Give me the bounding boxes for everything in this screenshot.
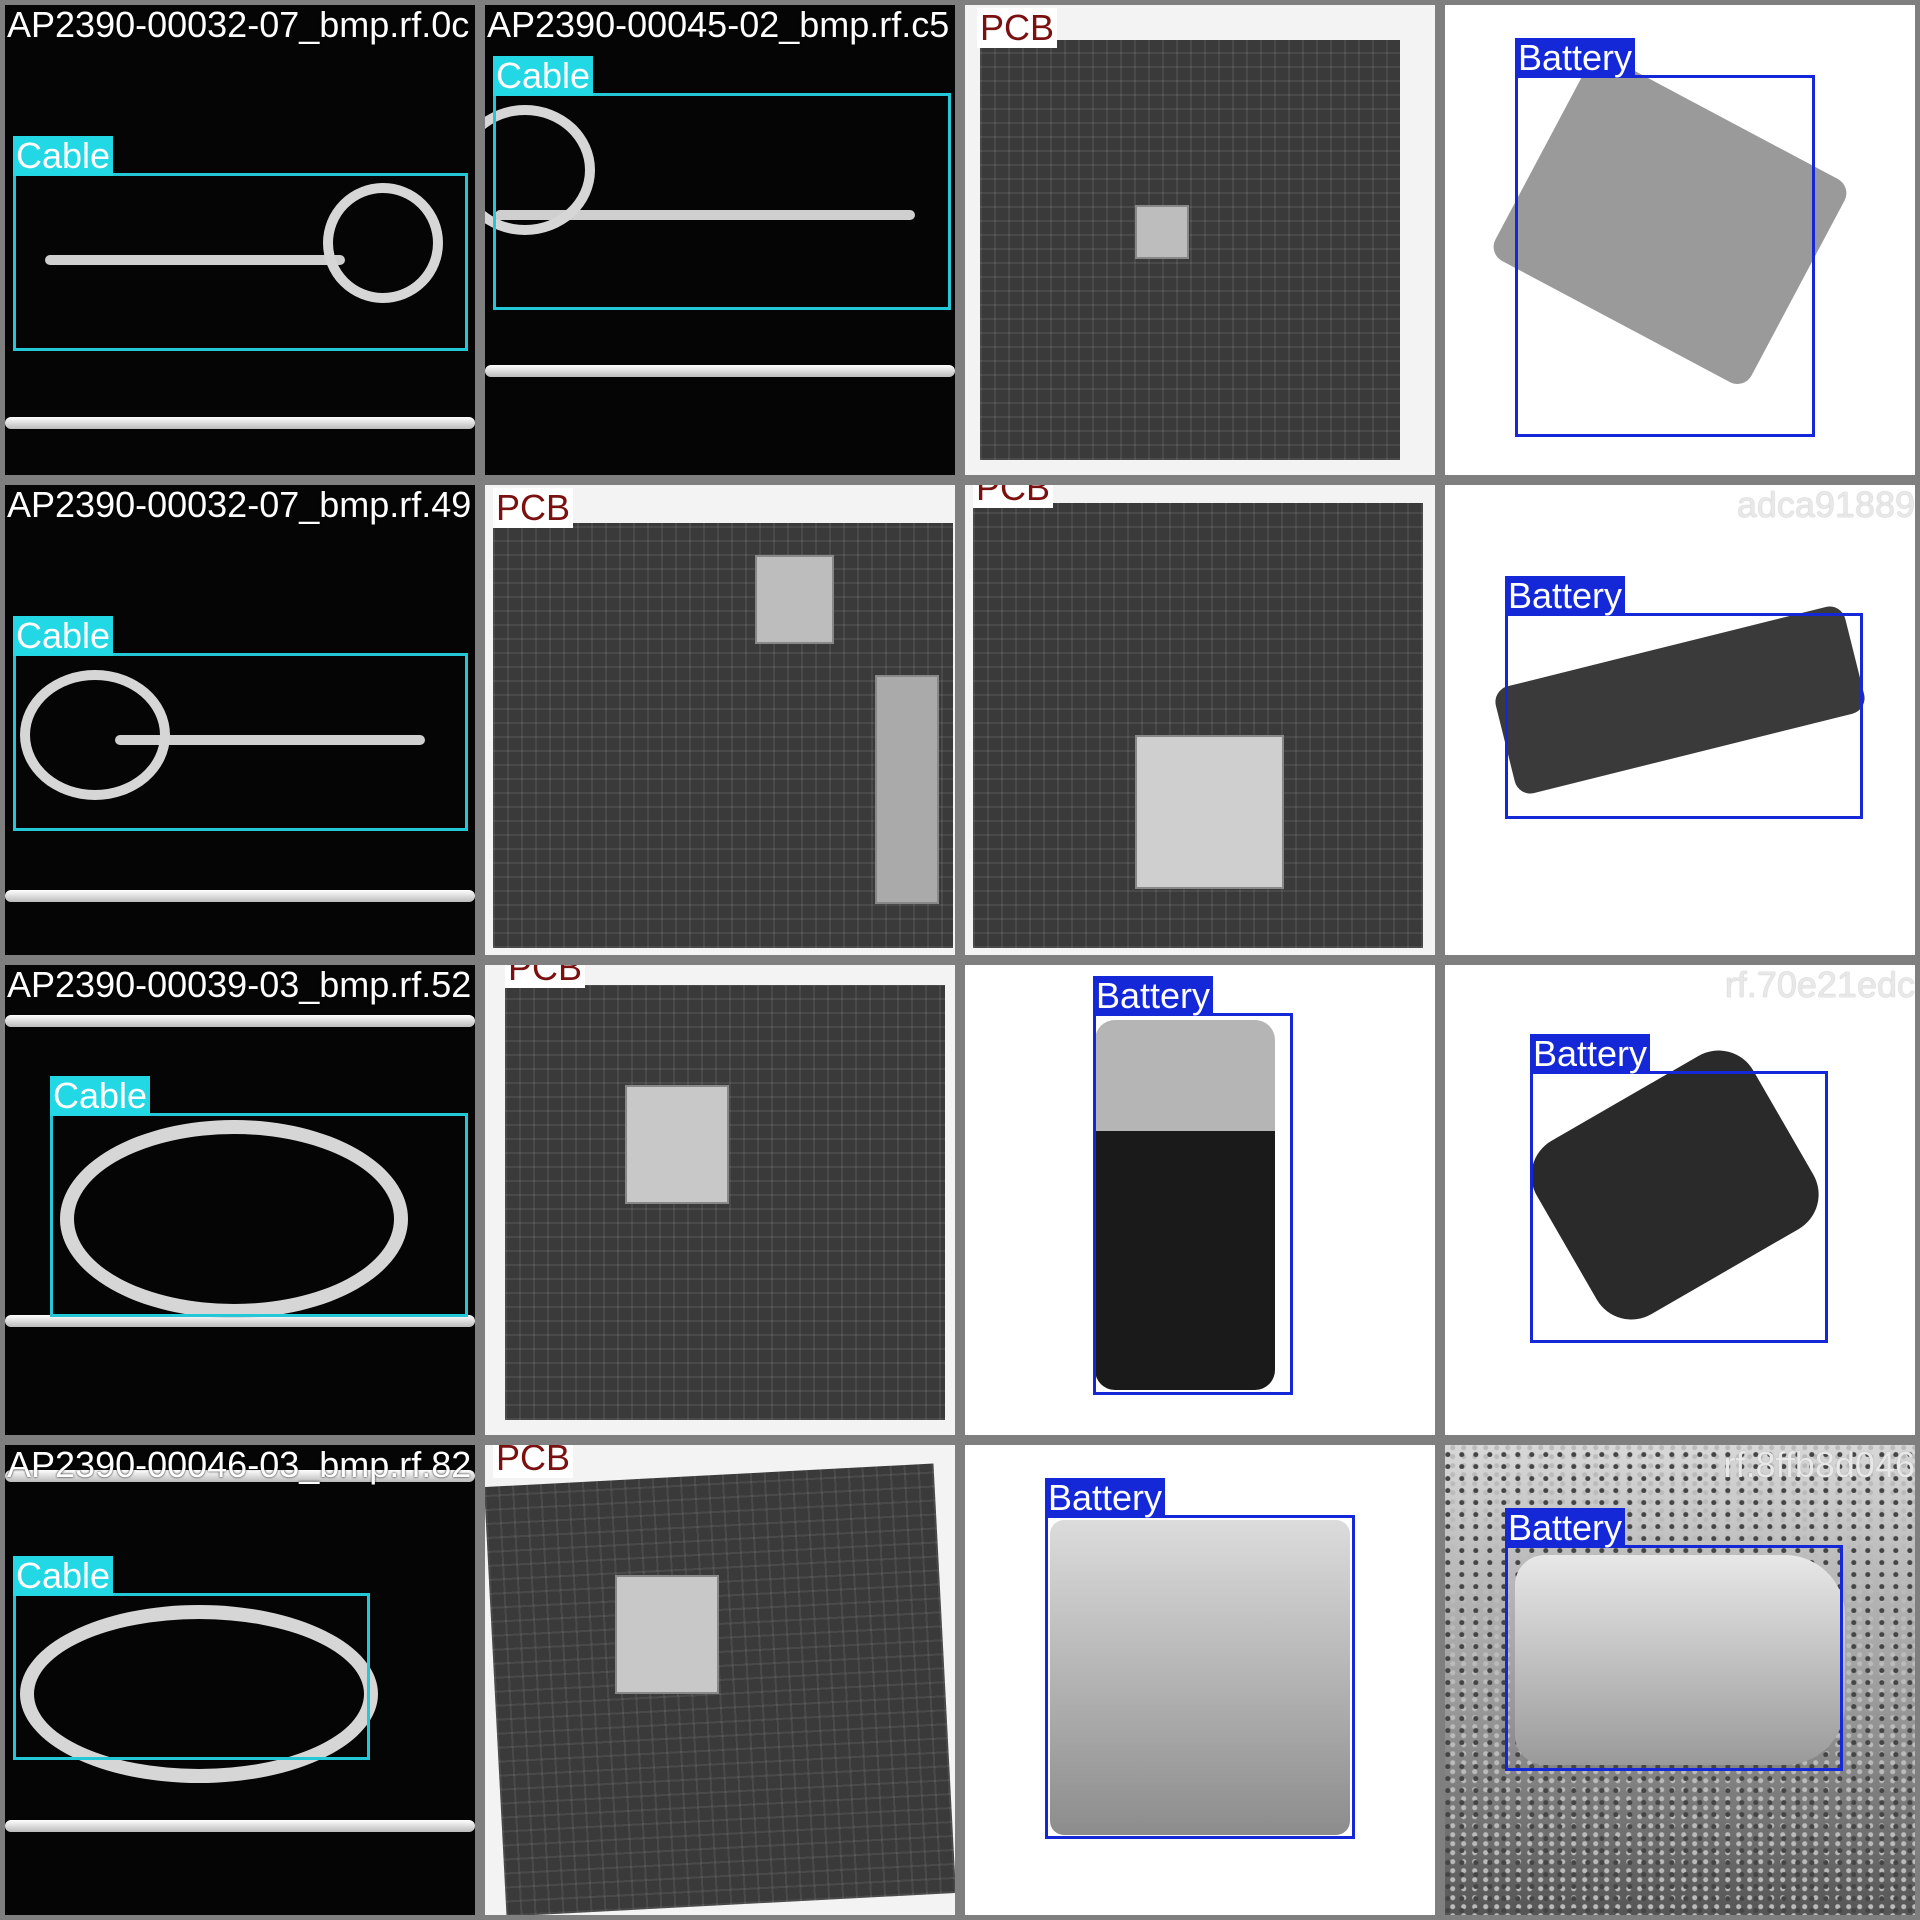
bbox-label: PCB xyxy=(505,965,586,988)
bbox-label: PCB xyxy=(493,488,574,528)
bbox-cable: Cable xyxy=(493,56,951,310)
cable-wire xyxy=(45,255,345,265)
pcb-board xyxy=(973,503,1423,948)
image-tile: Cable AP2390-00032-07_bmp.rf.0c xyxy=(0,0,480,480)
rail xyxy=(5,1015,475,1027)
bbox-label: Cable xyxy=(13,136,114,176)
bbox-cable: Cable xyxy=(13,616,468,831)
bbox-battery: Battery xyxy=(1045,1478,1355,1839)
image-tile: Battery xyxy=(960,960,1440,1440)
cable-coil xyxy=(323,183,443,303)
bbox-cable: Cable xyxy=(13,1556,370,1760)
bbox-battery: Battery xyxy=(1515,38,1815,437)
bbox-battery: Battery xyxy=(1505,1508,1843,1771)
bbox-label: Battery xyxy=(1505,576,1626,616)
bbox-cable: Cable xyxy=(13,136,468,351)
image-filename: AP2390-00046-03_bmp.rf.82 xyxy=(7,1444,472,1485)
image-tile: Battery xyxy=(960,1440,1440,1920)
image-tile: PCB xyxy=(960,0,1440,480)
bbox-battery: Battery xyxy=(1093,976,1293,1395)
image-tile: Battery adca91889 xyxy=(1440,480,1920,960)
bbox-label: PCB xyxy=(493,1445,574,1478)
image-tile: Battery rf.8ffb8d046 xyxy=(1440,1440,1920,1920)
bbox-label: Cable xyxy=(13,616,114,656)
image-filename: AP2390-00045-02_bmp.rf.c5 xyxy=(487,4,950,45)
bbox-label: Battery xyxy=(1093,976,1214,1016)
pcb-display xyxy=(875,675,939,904)
image-tile: PCB xyxy=(480,1440,960,1920)
image-filename: rf.8ffb8d046 xyxy=(1723,1444,1916,1485)
bbox-battery: Battery xyxy=(1505,576,1863,819)
rail xyxy=(485,365,955,377)
bbox-label: Cable xyxy=(13,1556,114,1596)
pcb-chip xyxy=(625,1085,729,1204)
pcb-chip xyxy=(615,1575,719,1694)
cable-coil xyxy=(20,670,170,800)
image-filename: AP2390-00032-07_bmp.rf.0c xyxy=(7,4,470,45)
image-filename: AP2390-00032-07_bmp.rf.49 xyxy=(7,484,472,525)
battery-body xyxy=(1515,1555,1845,1765)
cable-wire xyxy=(115,735,425,745)
bbox-pcb: PCB xyxy=(973,485,1428,950)
image-tile: PCB xyxy=(480,480,960,960)
bbox-label: Cable xyxy=(493,56,594,96)
pcb-chip xyxy=(1135,205,1189,259)
battery-body xyxy=(1095,1020,1275,1390)
rail xyxy=(5,1315,475,1327)
rail xyxy=(5,890,475,902)
image-tile: PCB xyxy=(960,480,1440,960)
bbox-label: PCB xyxy=(977,8,1058,48)
bbox-label: Cable xyxy=(50,1076,151,1116)
cable-coil xyxy=(485,105,595,235)
bbox-label: Battery xyxy=(1530,1034,1651,1074)
bbox-pcb: PCB xyxy=(505,965,950,1425)
pcb-chip xyxy=(1135,735,1284,889)
image-filename: rf.70e21edc xyxy=(1724,964,1915,1005)
pcb-chip xyxy=(755,555,834,644)
cable-wire xyxy=(495,210,915,220)
bbox-label: PCB xyxy=(973,485,1054,508)
battery-body xyxy=(1050,1520,1350,1835)
bbox-label: Battery xyxy=(1045,1478,1166,1518)
image-tile: Cable AP2390-00045-02_bmp.rf.c5 xyxy=(480,0,960,480)
rail xyxy=(5,1470,475,1482)
image-tile: Cable AP2390-00039-03_bmp.rf.52 xyxy=(0,960,480,1440)
image-tile: PCB xyxy=(480,960,960,1440)
image-filename: adca91889 xyxy=(1736,484,1915,525)
rail xyxy=(5,417,475,429)
image-tile: Battery xyxy=(1440,0,1920,480)
bbox-cable: Cable xyxy=(50,1076,468,1317)
bbox-label: Battery xyxy=(1505,1508,1626,1548)
image-filename: AP2390-00039-03_bmp.rf.52 xyxy=(7,964,472,1005)
bbox-pcb: PCB xyxy=(493,488,955,950)
bbox-pcb: PCB xyxy=(493,1445,943,1905)
pcb-board xyxy=(980,40,1400,460)
bbox-pcb: PCB xyxy=(977,8,1427,465)
pcb-board xyxy=(505,985,945,1420)
image-tile: Cable AP2390-00032-07_bmp.rf.49 xyxy=(0,480,480,960)
image-tile: Cable AP2390-00046-03_bmp.rf.82 xyxy=(0,1440,480,1920)
rail xyxy=(5,1820,475,1832)
bbox-label: Battery xyxy=(1515,38,1636,78)
bbox-battery: Battery xyxy=(1530,1034,1828,1343)
image-tile: Battery rf.70e21edc xyxy=(1440,960,1920,1440)
